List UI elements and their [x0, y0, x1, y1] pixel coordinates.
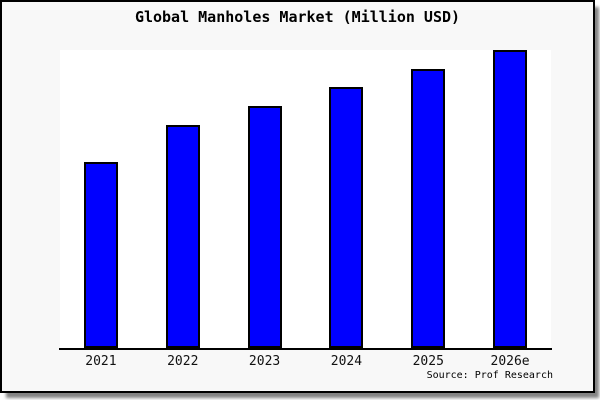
chart-figure: Global Manholes Market (Million USD) 202…	[0, 0, 595, 393]
x-tick-label-2026e: 2026e	[490, 354, 530, 369]
x-tick-label-2022: 2022	[167, 354, 199, 369]
bar-2026e	[493, 50, 527, 348]
source-credit: Source: Prof Research	[426, 370, 553, 381]
x-axis-line	[59, 348, 552, 350]
bar-2024	[329, 87, 363, 348]
bar-2025	[411, 69, 445, 348]
plot-area	[60, 50, 551, 348]
bar-2021	[84, 162, 118, 348]
bar-2022	[166, 125, 200, 348]
x-tick-label-2025: 2025	[412, 354, 444, 369]
x-tick-label-2024: 2024	[330, 354, 363, 369]
x-tick-label-2021: 2021	[85, 354, 117, 369]
x-tick-label-2023: 2023	[248, 354, 281, 369]
chart-title: Global Manholes Market (Million USD)	[134, 8, 461, 26]
bar-2023	[248, 106, 282, 348]
